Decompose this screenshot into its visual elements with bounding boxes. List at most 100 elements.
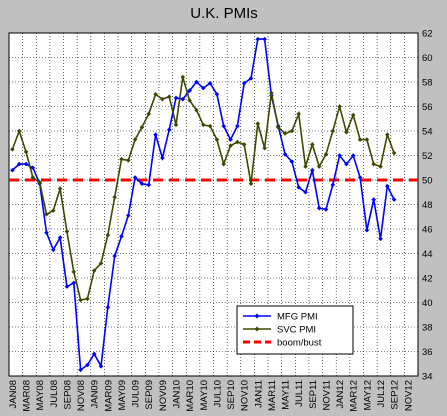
legend-marker	[254, 326, 260, 332]
data-point	[200, 85, 206, 91]
data-point	[78, 367, 83, 373]
legend-box	[236, 305, 354, 355]
data-point	[316, 205, 322, 211]
x-tick-label: MAY08	[35, 380, 46, 410]
x-tick-label: SEP08	[62, 380, 73, 410]
series-mfg-pmi	[10, 36, 397, 373]
y-tick-label: 54	[422, 127, 433, 138]
data-point	[180, 96, 186, 102]
data-point	[10, 147, 15, 152]
data-point	[310, 142, 315, 147]
x-tick-label: JAN08	[8, 380, 19, 409]
data-point	[385, 183, 390, 189]
data-point	[112, 253, 117, 259]
data-point	[255, 36, 261, 42]
data-point	[269, 90, 274, 96]
data-point	[85, 296, 90, 302]
y-tick-label: 46	[422, 225, 433, 236]
series-layer	[9, 36, 418, 373]
data-point	[160, 155, 165, 161]
data-point	[132, 175, 138, 180]
data-point	[207, 80, 213, 86]
data-point	[303, 164, 308, 169]
data-point	[112, 194, 117, 200]
legend-svc: SVC PMI	[243, 325, 316, 336]
data-point	[350, 153, 356, 158]
data-point	[125, 158, 131, 163]
data-point	[23, 149, 29, 155]
chart-title: U.K. PMIs	[190, 5, 258, 22]
data-point	[248, 76, 254, 81]
x-tick-label: MAY09	[117, 380, 128, 410]
data-point	[51, 208, 56, 213]
x-tick-label: MAR10	[185, 380, 196, 412]
data-point	[78, 297, 83, 303]
legend-boom-bust: boom/bust	[243, 338, 322, 349]
data-point	[23, 161, 29, 167]
y-tick-label: 42	[422, 274, 433, 285]
x-tick-label: JAN09	[90, 380, 101, 409]
legend-label: SVC PMI	[277, 325, 316, 336]
data-point	[166, 127, 172, 133]
data-point	[255, 121, 261, 126]
x-tick-label: SEP12	[390, 380, 401, 410]
data-point	[364, 227, 370, 233]
data-point	[180, 74, 186, 80]
data-point	[228, 143, 233, 148]
y-tick-label: 40	[422, 298, 433, 309]
data-point	[337, 153, 342, 158]
data-point	[71, 269, 77, 275]
data-point	[125, 213, 131, 218]
data-point	[214, 137, 220, 142]
y-axis-ticks: 34 36 38 40 42 44 46 48 50 52 54 56 58 60 62	[422, 29, 433, 383]
data-point	[57, 235, 63, 240]
data-point	[289, 128, 295, 134]
data-point	[378, 236, 383, 242]
data-point	[51, 247, 56, 253]
y-tick-label: 34	[422, 372, 433, 383]
data-point	[337, 104, 342, 109]
x-tick-label: SEP09	[144, 380, 155, 410]
data-point	[391, 150, 397, 156]
legend: MFG PMI SVC PMI boom/bust	[236, 305, 354, 355]
data-point	[85, 362, 90, 368]
data-point	[262, 145, 267, 151]
y-tick-label: 60	[422, 53, 433, 64]
data-point	[146, 182, 152, 188]
x-tick-label: MAR11	[267, 380, 278, 411]
data-point	[241, 142, 247, 147]
data-point	[330, 128, 336, 134]
data-point	[98, 261, 104, 266]
x-tick-label: JUL11	[294, 380, 305, 407]
data-point	[194, 79, 199, 85]
data-point	[323, 151, 329, 157]
y-tick-label: 62	[422, 29, 433, 40]
x-tick-label: JUL09	[131, 380, 142, 407]
legend-marker	[254, 313, 260, 319]
data-point	[37, 180, 42, 185]
data-point	[296, 111, 302, 117]
x-tick-label: JAN11	[253, 380, 264, 408]
y-tick-label: 58	[422, 78, 433, 89]
x-tick-label: NOV09	[158, 380, 169, 411]
x-tick-label: JAN10	[172, 380, 183, 409]
data-point	[153, 91, 158, 97]
data-point	[44, 230, 49, 235]
x-tick-label: JUL08	[49, 380, 60, 407]
y-tick-label: 52	[422, 151, 433, 162]
x-tick-label: NOV12	[403, 380, 414, 411]
data-point	[282, 151, 288, 157]
data-point	[235, 123, 240, 129]
data-point	[187, 88, 192, 93]
data-point	[91, 351, 97, 357]
data-point	[44, 212, 49, 217]
x-tick-label: MAY12	[362, 380, 373, 410]
data-point	[173, 122, 179, 128]
data-point	[153, 132, 158, 137]
data-point	[330, 182, 336, 188]
data-point	[248, 181, 254, 186]
data-point	[160, 96, 165, 102]
data-point	[200, 122, 206, 128]
data-point	[139, 125, 145, 130]
